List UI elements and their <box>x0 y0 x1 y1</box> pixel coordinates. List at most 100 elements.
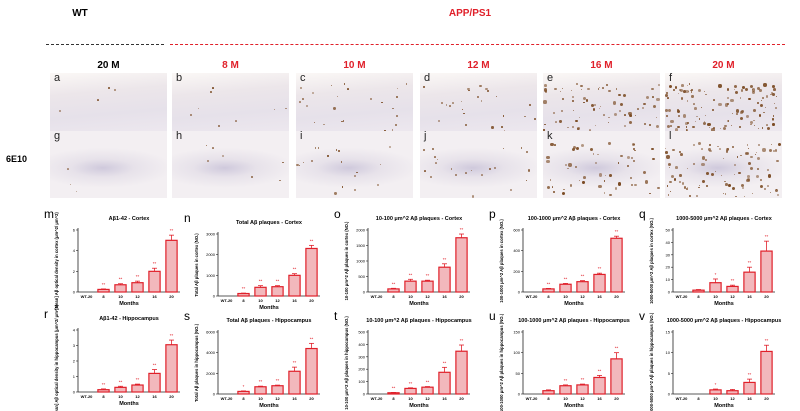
plaque-dot <box>696 115 699 118</box>
plaque-dot <box>777 193 780 197</box>
significance-mark: ** <box>731 278 735 283</box>
x-tick-label: 12 <box>275 298 280 303</box>
plaque-dot <box>720 127 722 129</box>
plaque-dot <box>551 187 553 189</box>
significance-mark: ** <box>765 338 769 343</box>
plaque-dot <box>731 125 733 127</box>
plaque-dot <box>623 113 626 116</box>
bar <box>131 282 144 293</box>
significance-mark: ** <box>443 360 447 365</box>
significance-mark: ** <box>615 346 619 351</box>
plaque-dot <box>773 87 776 91</box>
plaque-dot <box>692 125 695 129</box>
plaque-dot <box>634 183 637 187</box>
bar <box>421 386 434 395</box>
plaque-dot <box>687 85 689 87</box>
panel-letter: m <box>44 207 54 221</box>
panel-letter: r <box>44 307 48 321</box>
bar <box>114 386 127 393</box>
plaque-dot <box>529 104 532 107</box>
bar <box>271 286 284 297</box>
plaque-dot <box>728 184 731 187</box>
plaque-dot <box>741 186 744 189</box>
bar <box>576 281 589 293</box>
plaque-dot <box>670 125 673 127</box>
significance-mark: ** <box>581 377 585 382</box>
bar <box>559 283 572 293</box>
plaque-dot <box>572 147 576 151</box>
plaque-dot <box>772 123 775 126</box>
bar <box>404 280 417 293</box>
plaque-dot <box>582 181 585 184</box>
x-tick-label: 12 <box>730 294 735 299</box>
bar <box>692 289 705 293</box>
plaque-dot <box>396 115 398 117</box>
plaque-dot <box>684 122 688 126</box>
plaque-dot <box>675 166 678 169</box>
plaque-dot <box>775 149 778 152</box>
plaque-dot <box>679 174 682 177</box>
plaque-dot <box>679 153 683 157</box>
plaque-dot <box>758 89 762 92</box>
plaque-dot <box>396 95 398 98</box>
x-tick-label: 12 <box>425 294 430 299</box>
plaque-dot <box>207 159 210 163</box>
x-tick-label: 20 <box>169 294 174 299</box>
x-tick-label: 20 <box>764 294 769 299</box>
y-tick-label: 3 <box>73 343 76 348</box>
plaque-dot <box>732 187 736 191</box>
plaque-dot <box>376 184 380 187</box>
y-axis-label: 10-100 μm^2 Aβ plaques in hippocampus (N… <box>344 316 349 410</box>
plaque-dot <box>573 146 577 150</box>
plaque-dot <box>314 147 316 149</box>
plaque-dot <box>563 188 565 191</box>
panel-letter: n <box>184 211 191 225</box>
plaque-dot <box>388 145 392 149</box>
significance-mark: ** <box>392 281 396 286</box>
y-tick-label: 2000 <box>206 371 216 376</box>
plaque-dot <box>755 151 757 153</box>
plaque-dot <box>619 110 622 113</box>
chart-o: o 10-100 μm^2 Aβ plaques - Cortex 10-100 μ… <box>334 207 470 307</box>
y-tick-label: 0 <box>518 392 521 397</box>
plaque-dot <box>579 179 581 181</box>
plaque-dot <box>549 179 552 181</box>
plaque-dot <box>337 149 341 153</box>
plaque-dot <box>562 98 564 100</box>
plaque-dot <box>391 129 394 132</box>
plaque-dot <box>771 93 775 96</box>
plaque-dot <box>437 159 439 161</box>
chart-n: n Total Aβ plaques - Cortex Total Aβ plaqu… <box>184 211 320 311</box>
bar <box>237 292 250 297</box>
plaque-dot <box>657 83 660 86</box>
bar <box>97 288 110 293</box>
plaque-dot <box>713 99 715 101</box>
plaque-dot <box>759 114 762 117</box>
plaque-dot <box>450 167 453 170</box>
significance-mark: ** <box>276 279 280 284</box>
plaque-dot <box>592 108 596 111</box>
plaque-dot <box>733 88 736 91</box>
plaque-dot <box>715 171 717 173</box>
plaque-dot <box>757 127 760 130</box>
plaque-dot <box>559 91 561 93</box>
plaque-dot <box>705 93 707 96</box>
plaque-dot <box>617 162 620 164</box>
x-tick-label: 16 <box>442 294 447 299</box>
bar <box>148 372 161 393</box>
significance-mark: ** <box>119 277 123 282</box>
age-label: 10 M <box>343 60 366 71</box>
x-tick-label: 16 <box>292 396 297 401</box>
plaque-dot <box>657 186 660 190</box>
plaque-dot <box>590 147 594 151</box>
plaque-dot <box>744 88 748 92</box>
plaque-dot <box>630 115 633 118</box>
chart-t: t 10-100 μm^2 Aβ plaques - Hippocampus 10-… <box>334 309 472 410</box>
plaque-dot <box>722 157 724 159</box>
panel-letter: g <box>54 131 61 142</box>
plaque-dot <box>739 116 744 121</box>
plaque-dot <box>493 166 497 170</box>
plaque-dot <box>708 144 711 147</box>
plaque-dot <box>550 142 554 146</box>
plaque-dot <box>500 126 503 129</box>
